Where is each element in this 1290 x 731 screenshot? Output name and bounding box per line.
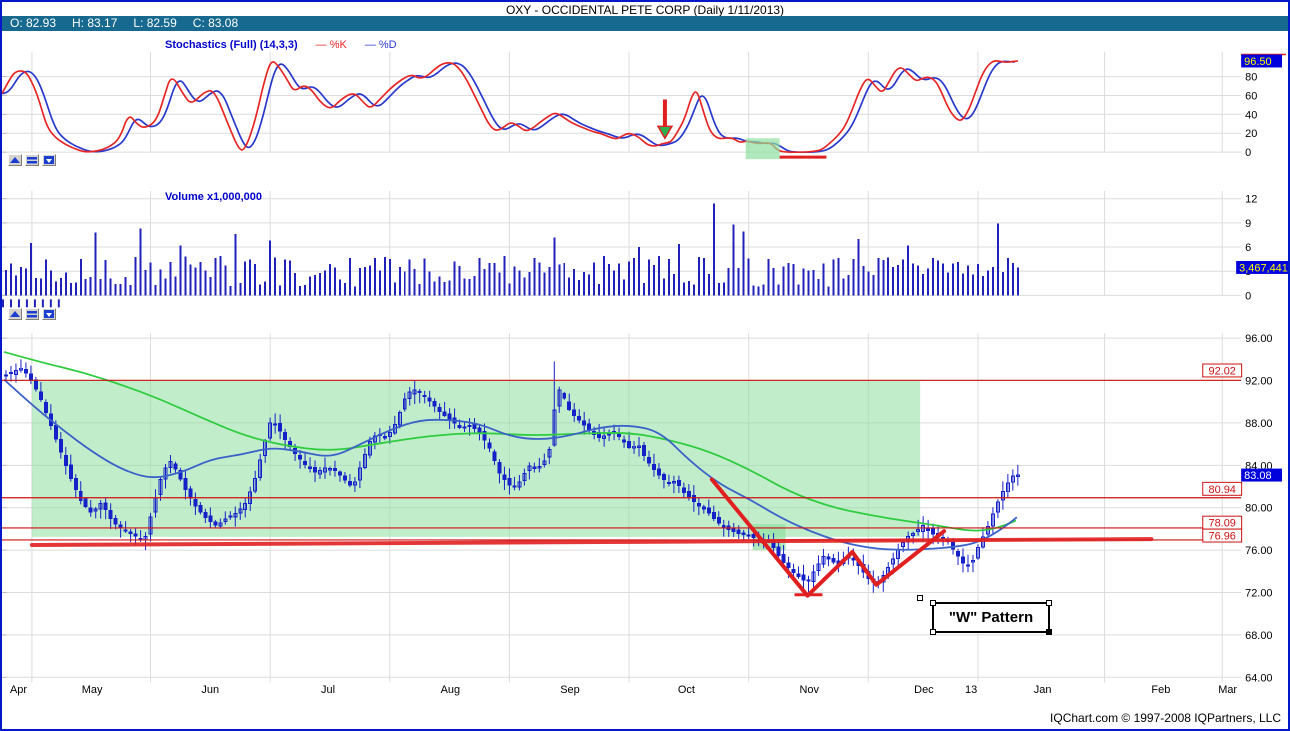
- stochastics-header: Stochastics (Full) (14,3,3) — %K — %D: [165, 38, 397, 52]
- svg-text:May: May: [82, 684, 103, 696]
- svg-text:Sep: Sep: [560, 684, 579, 696]
- svg-text:13: 13: [965, 684, 977, 696]
- svg-text:96.00: 96.00: [1245, 333, 1272, 345]
- svg-text:Jan: Jan: [1034, 684, 1052, 696]
- arrow-up-icon: [10, 156, 20, 164]
- chart-canvas[interactable]: 02040608003691264.0068.0072.0076.0080.00…: [2, 2, 1288, 729]
- gridlines: [2, 52, 1241, 683]
- selection-handle[interactable]: [1046, 629, 1052, 635]
- stoch-panel-up-button[interactable]: [8, 154, 22, 166]
- svg-text:68.00: 68.00: [1245, 630, 1272, 642]
- arrow-down-box-icon: [44, 156, 54, 164]
- arrow-down-box-icon: [44, 310, 54, 318]
- svg-text:20: 20: [1245, 128, 1257, 140]
- high-value: H: 83.17: [72, 16, 117, 30]
- svg-text:3,467,441: 3,467,441: [1239, 262, 1288, 274]
- page-title: OXY - OCCIDENTAL PETE CORP (Daily 1/11/2…: [2, 3, 1288, 17]
- stoch-panel-split-button[interactable]: [25, 154, 39, 166]
- svg-text:Feb: Feb: [1151, 684, 1170, 696]
- svg-text:92.00: 92.00: [1245, 376, 1272, 388]
- ohlc-bar: O: 82.93 H: 83.17 L: 82.59 C: 83.08: [2, 16, 1288, 31]
- svg-text:88.00: 88.00: [1245, 418, 1272, 430]
- w-pattern-text: "W" Pattern: [949, 609, 1033, 626]
- svg-text:92.02: 92.02: [1209, 365, 1236, 377]
- green-zone-big: [32, 381, 920, 537]
- svg-text:76.00: 76.00: [1245, 545, 1272, 557]
- svg-text:Aug: Aug: [441, 684, 460, 696]
- svg-text:Nov: Nov: [800, 684, 820, 696]
- close-value: C: 83.08: [193, 16, 238, 30]
- svg-text:Jul: Jul: [321, 684, 335, 696]
- svg-text:Apr: Apr: [10, 684, 27, 696]
- split-bars-icon: [27, 156, 37, 164]
- stoch-panel-toolbar: [8, 154, 56, 166]
- svg-text:64.00: 64.00: [1245, 672, 1272, 684]
- selection-handle[interactable]: [930, 600, 936, 606]
- legend-percent-d: — %D: [365, 39, 397, 51]
- svg-text:96.50: 96.50: [1244, 56, 1271, 68]
- volume-panel-toolbar: [8, 308, 56, 320]
- svg-text:Jun: Jun: [201, 684, 219, 696]
- selection-handle[interactable]: [930, 629, 936, 635]
- svg-text:80.94: 80.94: [1209, 484, 1236, 496]
- svg-text:76.96: 76.96: [1209, 531, 1236, 543]
- low-value: L: 82.59: [133, 16, 176, 30]
- volume-bars: [3, 204, 1019, 308]
- selection-handle[interactable]: [917, 595, 923, 601]
- open-value: O: 82.93: [10, 16, 56, 30]
- volume-panel-up-button[interactable]: [8, 308, 22, 320]
- svg-text:83.08: 83.08: [1244, 470, 1271, 482]
- chart-window: 02040608003691264.0068.0072.0076.0080.00…: [0, 0, 1290, 731]
- stoch-green-box: [746, 138, 780, 159]
- svg-text:0: 0: [1245, 290, 1251, 302]
- stoch-panel-collapse-button[interactable]: [42, 154, 56, 166]
- svg-text:0: 0: [1245, 147, 1251, 159]
- selection-handle[interactable]: [1046, 600, 1052, 606]
- stochastics-label: Stochastics (Full) (14,3,3): [165, 39, 298, 51]
- volume-panel-split-button[interactable]: [25, 308, 39, 320]
- svg-text:40: 40: [1245, 109, 1257, 121]
- svg-text:Oct: Oct: [678, 684, 695, 696]
- w-pattern-annotation[interactable]: "W" Pattern: [932, 602, 1050, 633]
- svg-text:Dec: Dec: [914, 684, 934, 696]
- svg-text:72.00: 72.00: [1245, 587, 1272, 599]
- svg-text:78.09: 78.09: [1209, 518, 1236, 530]
- svg-text:60: 60: [1245, 90, 1257, 102]
- svg-text:12: 12: [1245, 194, 1257, 206]
- split-bars-icon: [27, 310, 37, 318]
- svg-text:6: 6: [1245, 242, 1251, 254]
- svg-text:9: 9: [1245, 218, 1251, 230]
- svg-text:80: 80: [1245, 72, 1257, 84]
- percent-d-line: [2, 61, 1015, 152]
- down-arrow-icon: [658, 126, 672, 138]
- volume-label: Volume x1,000,000: [165, 191, 262, 205]
- svg-text:Mar: Mar: [1218, 684, 1237, 696]
- legend-percent-k: — %K: [316, 39, 347, 51]
- svg-text:80.00: 80.00: [1245, 503, 1272, 515]
- copyright-credit: IQChart.com © 1997-2008 IQPartners, LLC: [1050, 711, 1281, 725]
- arrow-up-icon: [10, 310, 20, 318]
- volume-panel-collapse-button[interactable]: [42, 308, 56, 320]
